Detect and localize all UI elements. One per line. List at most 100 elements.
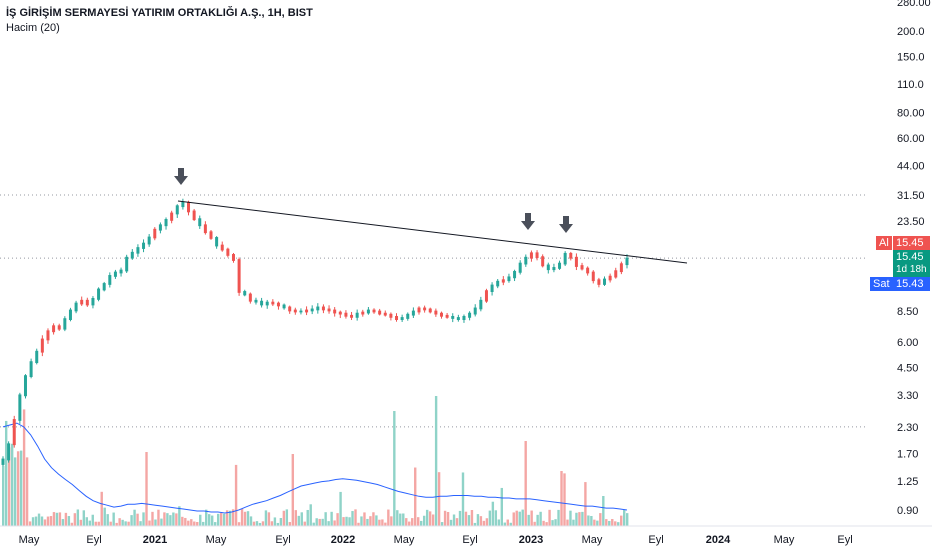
volume-bar [273,517,277,526]
volume-bar [557,509,560,526]
symbol-title[interactable]: İŞ GİRİŞİM SERMAYESİ YATIRIM ORTAKLIĞI A… [6,7,313,19]
volume-bar [169,515,172,526]
candle-body [74,302,78,312]
volume-bar [596,520,599,526]
candle-body [574,256,578,267]
candle-body [361,311,365,315]
candle-body [18,394,22,421]
volume-bar [417,517,420,526]
volume-bar [485,518,489,526]
volume-bar [270,521,274,526]
volume-bar [524,441,527,526]
volume-bars [2,396,629,526]
arrows [174,168,573,233]
volume-bar [479,516,483,526]
bar-countdown-badge: 1d 18h [893,263,930,277]
volume-bar [566,519,569,526]
volume-bar [446,511,450,526]
volume-bar [327,521,330,526]
time-tick-label: Eyl [86,534,101,546]
volume-bar [476,514,480,526]
volume-bar [617,522,620,526]
volume-bar [473,522,477,526]
volume-bar [455,518,459,526]
candle-body [288,306,292,312]
volume-bar [25,457,29,526]
candle-body [181,201,185,208]
volume-bar [64,512,68,526]
volume-bar [518,511,521,526]
time-axis[interactable]: May Eyl 2021 May Eyl 2022 May Eyl 2023 May Eyl 2024… [0,525,932,546]
price-tick-label: 0.90 [897,505,918,517]
volume-bar [49,516,53,526]
volume-bar [19,450,23,526]
volume-indicator-label[interactable]: Hacim (20) [6,22,60,34]
volume-bar [61,519,65,526]
volume-bar [348,517,351,526]
volume-bar [91,514,94,526]
volume-bar [121,519,124,526]
candle-body [423,307,427,311]
candle-body [614,270,618,278]
volume-bar [467,515,471,526]
volume-bar [614,521,617,526]
candle-body [417,307,421,313]
time-tick-label: Eyl [462,534,477,546]
volume-bar [608,520,611,526]
candle-body [187,201,191,213]
volume-bar [246,511,250,526]
volume-bar [285,509,289,526]
volume-bar [288,522,292,526]
volume-bar [243,511,247,526]
volume-bar [330,511,333,526]
volume-bar [452,514,456,526]
volume-bar [2,465,5,526]
candle-body [468,312,472,318]
price-tick-label: 3.30 [897,390,918,402]
volume-bar [572,519,575,526]
volume-bar [213,522,217,526]
candle-body [254,299,258,303]
candle-body [310,308,314,312]
volume-bar [282,510,286,526]
candle-body [136,247,140,254]
volume-bar [261,521,265,526]
volume-bar [548,509,551,526]
candle-body [321,306,325,311]
volume-bar [527,514,530,526]
volume-bar [497,519,501,526]
volume-bar [7,447,11,526]
volume-bar [13,457,17,526]
trendline[interactable] [177,200,688,264]
volume-bar [133,509,136,526]
time-tick-label: 2023 [519,534,543,546]
price-tick-label: 280.00 [897,0,931,9]
volume-bar [249,516,253,526]
candle-body [260,300,264,306]
candle-body [153,228,157,239]
candle-body [276,302,280,307]
candle-body [237,259,241,293]
candle-body [209,231,213,239]
volume-bar [315,518,318,526]
volume-bar [414,467,417,526]
volume-bar [354,509,357,526]
volume-bar [405,518,408,526]
volume-bar [375,515,378,526]
volume-bar [578,512,581,526]
volume-bar [34,516,38,526]
volume-bar [425,509,429,526]
volume-bar [109,521,112,526]
price-axis[interactable]: 280.00 200.0 150.0 110.0 80.00 60.00 44.00 31.5… [897,0,931,517]
candle-body [490,284,494,293]
candle-body [507,276,511,282]
candle-body [395,315,399,321]
candle-body [175,205,179,215]
candle-body [439,312,443,317]
candle-body [411,310,415,316]
candle-body [29,361,33,377]
volume-bar [193,521,196,526]
volume-bar [31,517,35,526]
gridlines [0,194,865,428]
